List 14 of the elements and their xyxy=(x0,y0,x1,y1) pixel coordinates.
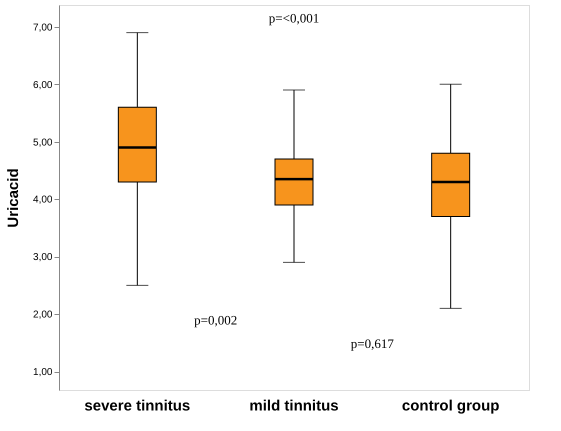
annotation: p=0,002 xyxy=(194,312,238,328)
y-tick-label: 2,00 xyxy=(33,310,53,321)
y-tick-label: 6,00 xyxy=(33,80,53,91)
annotation: p=0,617 xyxy=(350,336,394,351)
y-tick-label: 7,00 xyxy=(33,22,53,34)
x-tick-label: mild tinnitus xyxy=(249,398,339,414)
y-axis-title: Uricacid xyxy=(5,168,22,228)
x-tick-label: control group xyxy=(402,398,500,414)
annotation: p=<0,001 xyxy=(268,10,320,26)
y-tick-label: 5,00 xyxy=(33,137,53,148)
y-tick-label: 4,00 xyxy=(33,194,53,206)
x-tick-label: severe tinnitus xyxy=(84,398,190,414)
y-tick-label: 1,00 xyxy=(33,367,53,378)
y-tick-label: 3,00 xyxy=(33,252,53,264)
